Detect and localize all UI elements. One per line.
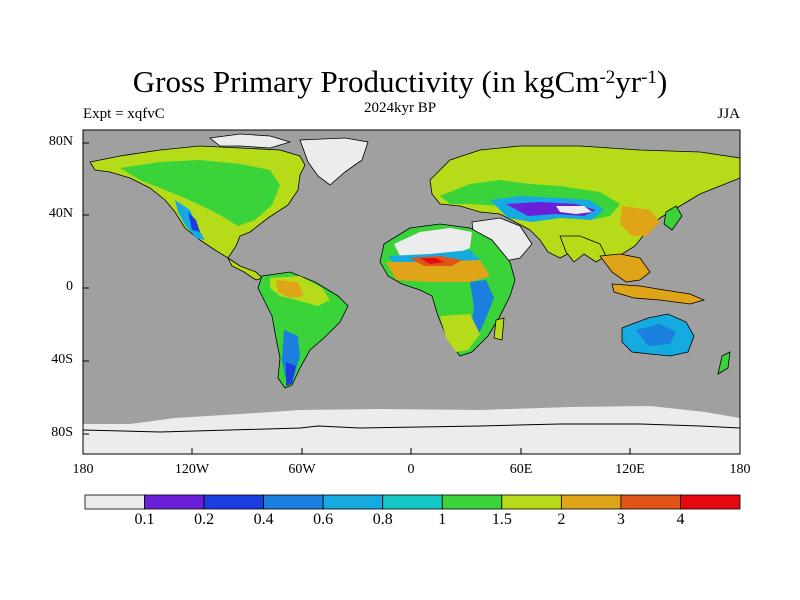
lon-label-180w: 180 bbox=[72, 462, 94, 477]
indonesia-islands bbox=[611, 283, 706, 305]
experiment-label: Expt = xqfvC bbox=[83, 106, 165, 122]
lon-label-60w: 60W bbox=[288, 462, 316, 477]
colorbar-label-3: 0.6 bbox=[313, 511, 334, 528]
greenland-ice bbox=[299, 137, 369, 186]
south-asia bbox=[559, 235, 607, 263]
madagascar bbox=[493, 317, 505, 341]
east-africa-dry bbox=[470, 280, 494, 336]
colorbar-label-2: 0.4 bbox=[253, 511, 274, 528]
lon-label-180e: 180 bbox=[729, 462, 751, 477]
colorbar-swatch-1 bbox=[144, 494, 205, 510]
antarctica-coast bbox=[82, 423, 741, 433]
lat-label-0: 0 bbox=[66, 279, 73, 294]
sahel-band bbox=[386, 260, 490, 282]
colorbar-swatch-7 bbox=[501, 494, 562, 510]
new-zealand bbox=[717, 351, 731, 375]
lat-label-40s: 40S bbox=[51, 352, 73, 367]
lon-label-60e: 60E bbox=[509, 462, 533, 477]
colorbar-label-4: 0.8 bbox=[372, 511, 393, 528]
east-asia bbox=[620, 206, 660, 236]
colorbar-swatch-8 bbox=[560, 494, 622, 510]
colorbar-swatch-5 bbox=[382, 494, 443, 510]
arctic-islands bbox=[209, 133, 292, 149]
colorbar-label-9: 4 bbox=[676, 511, 685, 528]
colorbar-swatch-9 bbox=[620, 494, 681, 510]
lat-label-80s: 80S bbox=[51, 425, 73, 440]
colorbar-swatch-10 bbox=[680, 494, 741, 510]
plot-title: Gross Primary Productivity (in kgCm-2yr-… bbox=[132, 64, 668, 99]
colorbar-label-1: 0.2 bbox=[194, 511, 215, 528]
sahel-core bbox=[420, 258, 444, 264]
antarctica-ice bbox=[83, 406, 740, 454]
central-asia-desert bbox=[556, 206, 592, 214]
southeast-asia bbox=[599, 253, 651, 283]
lat-label-40n: 40N bbox=[48, 206, 73, 221]
colorbar-swatch-4 bbox=[322, 494, 384, 510]
lon-label-0: 0 bbox=[407, 462, 415, 477]
colorbar-label-0: 0.1 bbox=[134, 511, 155, 528]
colorbar-swatch-2 bbox=[203, 494, 265, 510]
colorbar-swatch-3 bbox=[263, 494, 324, 510]
period-subtitle: 2024kyr BP bbox=[363, 100, 437, 116]
southern-africa bbox=[440, 314, 480, 352]
north-america-sw bbox=[188, 212, 200, 232]
colorbar-label-8: 3 bbox=[616, 511, 625, 528]
colorbar-swatch-0 bbox=[84, 494, 145, 510]
colorbar-label-7: 2 bbox=[557, 511, 566, 528]
central-america bbox=[226, 256, 263, 281]
colorbar bbox=[84, 494, 741, 510]
lon-label-120e: 120E bbox=[615, 462, 645, 477]
colorbar-swatch-6 bbox=[441, 494, 503, 510]
colorbar-label-5: 1 bbox=[438, 511, 447, 528]
south-america-amazon bbox=[276, 280, 304, 298]
patagonia bbox=[286, 362, 296, 386]
lat-label-80n: 80N bbox=[48, 134, 73, 149]
axis-ticks bbox=[82, 142, 741, 454]
north-america-green bbox=[120, 160, 280, 226]
lon-label-120w: 120W bbox=[174, 462, 210, 477]
season-label: JJA bbox=[717, 106, 740, 122]
sahara-desert bbox=[394, 228, 472, 256]
japan bbox=[663, 205, 683, 231]
australia-interior bbox=[636, 324, 676, 346]
colorbar-label-6: 1.5 bbox=[491, 511, 512, 528]
